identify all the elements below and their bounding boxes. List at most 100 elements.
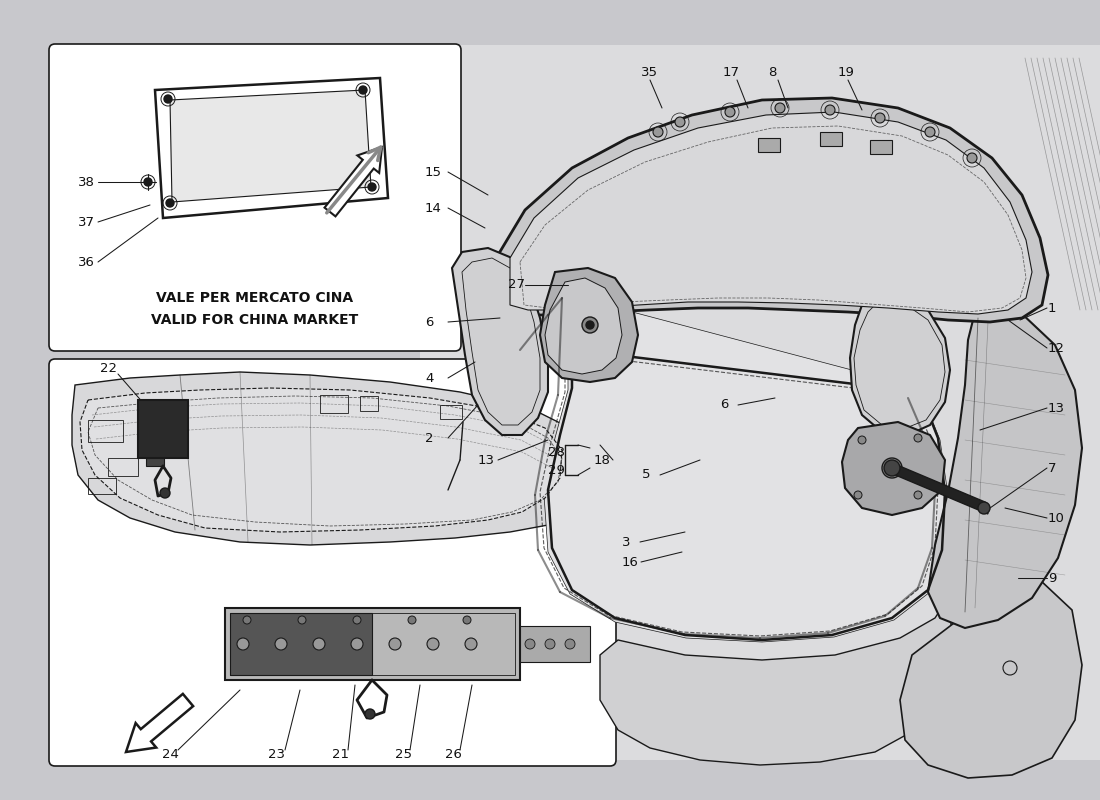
Circle shape [368,183,376,191]
Circle shape [408,616,416,624]
Polygon shape [0,0,420,800]
Bar [870,140,892,154]
Polygon shape [890,462,988,514]
Circle shape [565,639,575,649]
Polygon shape [544,278,622,374]
FancyBboxPatch shape [50,44,461,351]
Bar [146,458,164,466]
Polygon shape [600,595,952,765]
Bar [520,626,590,662]
Circle shape [166,199,174,207]
Circle shape [653,127,663,137]
Circle shape [858,436,866,444]
Text: 13: 13 [478,454,495,466]
Circle shape [854,491,862,499]
Polygon shape [850,292,950,435]
FancyArrow shape [324,147,382,216]
Circle shape [884,460,900,476]
Polygon shape [72,372,590,545]
Circle shape [914,491,922,499]
Text: 9: 9 [1048,571,1056,585]
Polygon shape [510,112,1032,314]
Text: 3: 3 [621,535,630,549]
Text: 6: 6 [425,315,433,329]
Text: 36: 36 [78,255,95,269]
Text: 13: 13 [1048,402,1065,414]
Bar [230,613,372,675]
Bar [108,458,138,476]
Circle shape [978,502,990,514]
Circle shape [776,103,785,113]
Text: 6: 6 [720,398,728,411]
Bar [440,405,462,419]
Circle shape [463,616,471,624]
Text: 2: 2 [425,431,433,445]
Circle shape [967,153,977,163]
Bar [230,613,515,675]
Text: 27: 27 [508,278,525,291]
Bar [820,132,842,146]
Text: 1: 1 [1048,302,1056,314]
Polygon shape [420,45,1100,760]
Polygon shape [498,98,1048,322]
Circle shape [359,86,367,94]
Circle shape [351,638,363,650]
Text: 25: 25 [395,749,412,762]
Circle shape [314,638,324,650]
Circle shape [925,127,935,137]
Text: 14: 14 [425,202,442,214]
Text: 4: 4 [425,371,433,385]
Circle shape [675,117,685,127]
Bar [88,478,116,494]
Text: VALE PER MERCATO CINA: VALE PER MERCATO CINA [156,291,353,305]
Bar [320,395,348,413]
Circle shape [914,434,922,442]
Circle shape [825,105,835,115]
Circle shape [582,317,598,333]
Circle shape [353,616,361,624]
Text: 16: 16 [621,555,639,569]
Text: 5: 5 [642,469,650,482]
Circle shape [725,107,735,117]
Circle shape [365,709,375,719]
Text: 17: 17 [723,66,740,78]
Circle shape [243,616,251,624]
Circle shape [144,178,152,186]
Circle shape [586,321,594,329]
Text: 29: 29 [548,463,565,477]
Text: 19: 19 [838,66,855,78]
Text: VALID FOR CHINA MARKET: VALID FOR CHINA MARKET [152,313,359,327]
Polygon shape [540,268,638,382]
Text: 24: 24 [162,749,179,762]
Text: 37: 37 [78,215,95,229]
Polygon shape [155,78,388,218]
Text: 38: 38 [78,175,95,189]
Text: 15: 15 [425,166,442,178]
Bar [226,608,520,680]
Polygon shape [452,248,548,435]
Text: 22: 22 [100,362,117,374]
Text: 35: 35 [641,66,658,78]
FancyArrow shape [126,694,194,752]
Text: 8: 8 [768,66,777,78]
Polygon shape [900,580,1082,778]
Bar [360,396,378,411]
Polygon shape [842,422,945,515]
Bar [138,400,188,458]
Circle shape [160,488,170,498]
FancyBboxPatch shape [50,359,616,766]
Circle shape [882,458,902,478]
Polygon shape [170,90,371,202]
Bar [758,138,780,152]
Bar [88,420,123,442]
Circle shape [525,639,535,649]
Circle shape [164,95,172,103]
Polygon shape [80,388,562,532]
Text: 18: 18 [594,454,610,466]
Circle shape [298,616,306,624]
Circle shape [275,638,287,650]
Circle shape [427,638,439,650]
Circle shape [887,463,896,473]
Text: 7: 7 [1048,462,1056,474]
Text: 28: 28 [548,446,565,458]
